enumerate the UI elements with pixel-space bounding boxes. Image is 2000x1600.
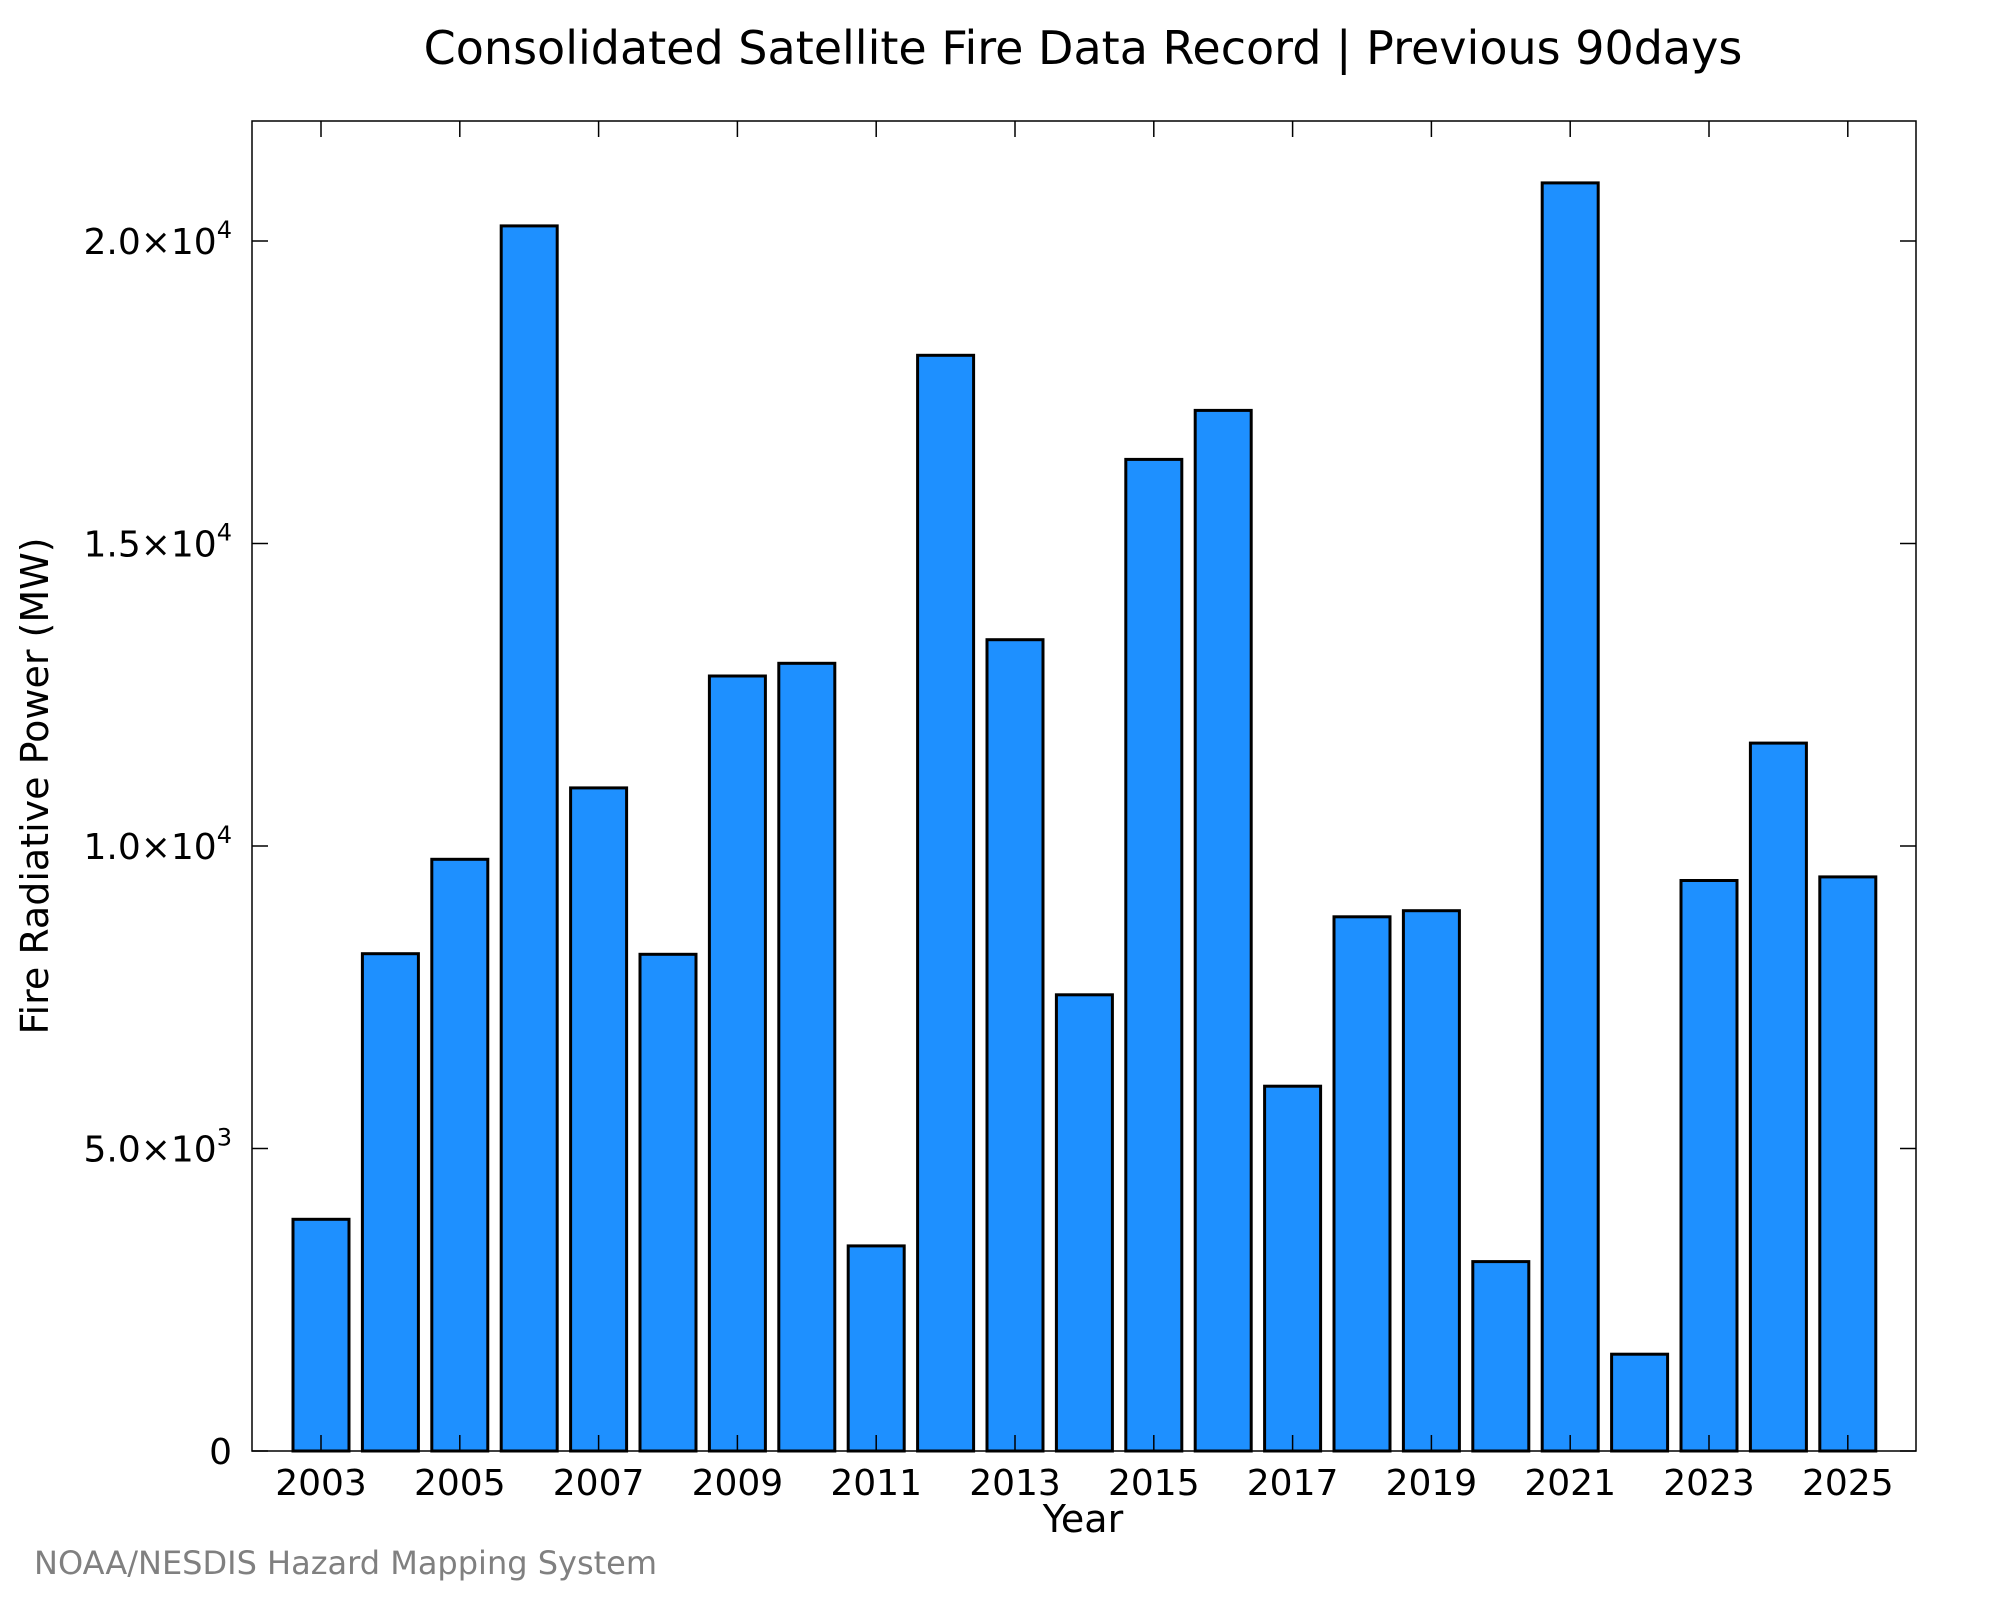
bar-2025 (1818, 875, 1878, 1453)
x-tick-label: 2017 (1247, 1463, 1339, 1504)
x-tick-label: 2009 (692, 1463, 784, 1504)
bar-2004 (360, 952, 420, 1453)
x-tick-label: 2005 (414, 1463, 506, 1504)
x-tick-label: 2015 (1108, 1463, 1200, 1504)
bar-2008 (638, 952, 698, 1453)
chart-title: Consolidated Satellite Fire Data Record … (424, 21, 1743, 76)
x-tick-label: 2025 (1802, 1463, 1894, 1504)
bar-2006 (499, 224, 559, 1453)
bar-2003 (291, 1217, 351, 1453)
x-tick-label: 2019 (1386, 1463, 1478, 1504)
bar-2014 (1054, 993, 1114, 1453)
x-tick-label: 2013 (969, 1463, 1061, 1504)
bar-2011 (846, 1244, 906, 1453)
credit-text: NOAA/NESDIS Hazard Mapping System (34, 1544, 657, 1582)
y-tick-label: 5.0×103 (83, 1124, 232, 1171)
x-tick-label: 2003 (275, 1463, 367, 1504)
bar-2020 (1471, 1260, 1531, 1453)
x-tick-label: 2007 (553, 1463, 645, 1504)
bar-2019 (1401, 909, 1461, 1453)
bar-2005 (430, 857, 490, 1453)
x-tick-label: 2011 (830, 1463, 922, 1504)
bar-2022 (1610, 1352, 1670, 1453)
y-axis: 0 5.0×103 1.0×104 1.5×104 2.0×104 (83, 216, 1916, 1473)
y-tick-label: 0 (209, 1432, 232, 1473)
bar-2012 (916, 353, 976, 1453)
y-tick-label: 1.0×104 (83, 821, 232, 868)
bar-2009 (707, 674, 767, 1453)
x-tick-label: 2023 (1663, 1463, 1755, 1504)
bar-2010 (777, 661, 837, 1453)
bar-2013 (985, 638, 1045, 1453)
plot-frame (251, 120, 1917, 1452)
bar-2024 (1748, 741, 1808, 1453)
bar-2017 (1263, 1084, 1323, 1453)
bar-2007 (569, 786, 629, 1453)
bar-2015 (1124, 457, 1184, 1453)
bar-series (291, 181, 1878, 1453)
bar-2023 (1679, 879, 1739, 1453)
bar-2016 (1193, 408, 1253, 1453)
bar-2021 (1540, 181, 1600, 1453)
x-axis-title: Year (1042, 1497, 1124, 1541)
y-tick-label: 1.5×104 (83, 519, 232, 566)
x-tick-label: 2021 (1524, 1463, 1616, 1504)
y-axis-title: Fire Radiative Power (MW) (13, 537, 57, 1034)
bar-2018 (1332, 915, 1392, 1453)
x-axis: 2003 2005 2007 2009 2011 2013 2015 2017 2019 2021… (275, 121, 1894, 1504)
y-tick-label: 2.0×104 (83, 216, 232, 263)
